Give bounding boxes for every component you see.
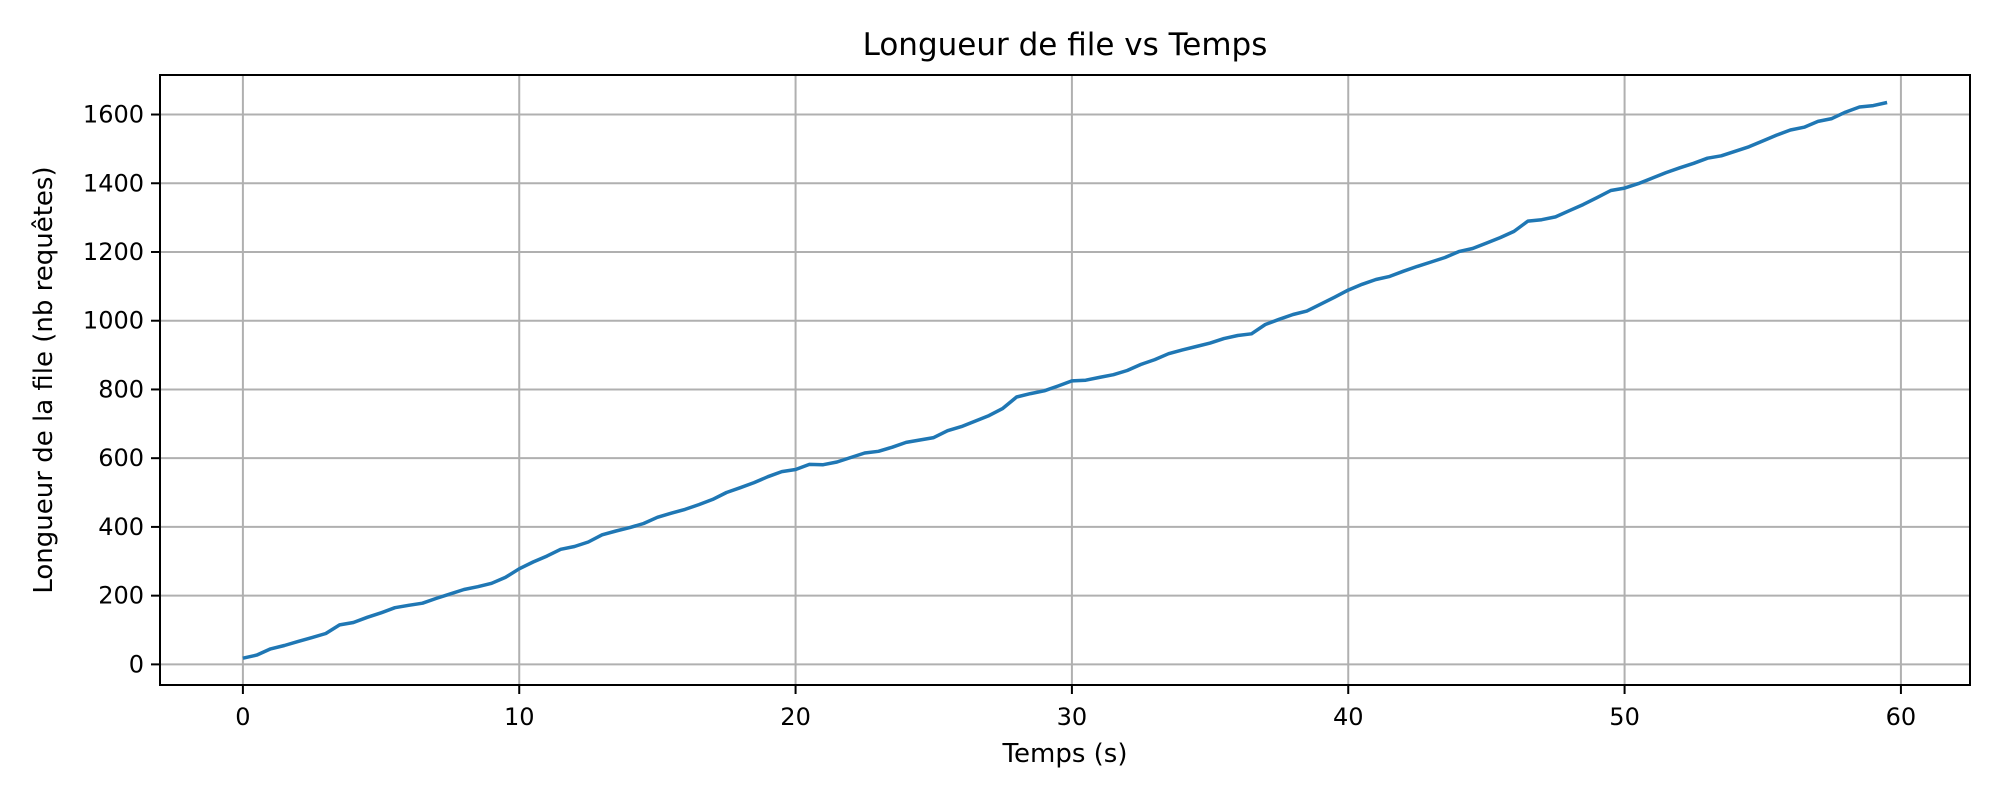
y-tick-label: 1600: [83, 101, 144, 129]
x-tick-label: 60: [1886, 703, 1917, 731]
y-tick-label: 1400: [83, 169, 144, 197]
x-axis-label: Temps (s): [1002, 739, 1128, 769]
chart-title: Longueur de file vs Temps: [863, 27, 1268, 63]
x-tick-label: 50: [1609, 703, 1640, 731]
series-line: [242, 100, 1888, 660]
x-tick-label: 40: [1333, 703, 1364, 731]
x-tick-label: 30: [1057, 703, 1088, 731]
series-layer: [242, 100, 1888, 660]
y-tick-label: 200: [98, 582, 144, 610]
x-tick-label: 0: [235, 703, 250, 731]
y-axis-label: Longueur de la file (nb requêtes): [29, 166, 59, 593]
y-tick-label: 800: [98, 375, 144, 403]
tick-layer: 0 10 20 30 40 50 60020040060080010001200140016…: [83, 101, 1916, 731]
y-tick-label: 1000: [83, 307, 144, 335]
y-tick-label: 400: [98, 513, 144, 541]
y-tick-label: 0: [129, 650, 144, 678]
plot-frame: [159, 74, 1971, 686]
grid-layer: [160, 75, 1970, 685]
y-tick-label: 1200: [83, 238, 144, 266]
x-tick-label: 20: [780, 703, 811, 731]
y-tick-label: 600: [98, 444, 144, 472]
x-tick-label: 10: [504, 703, 535, 731]
